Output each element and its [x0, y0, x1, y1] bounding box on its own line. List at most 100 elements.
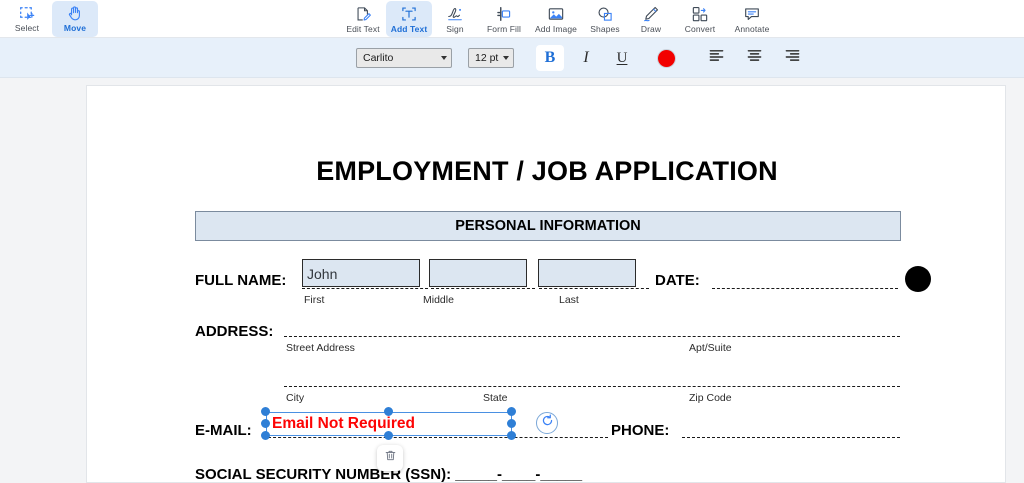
toolbar-left-group: Select Move [0, 0, 98, 37]
tool-select[interactable]: Select [4, 1, 50, 37]
align-right-icon [784, 47, 801, 69]
tool-add-text-label: Add Text [390, 23, 428, 34]
phone-label: PHONE: [611, 422, 670, 439]
bold-button[interactable]: B [536, 45, 564, 71]
section-header-personal-information: PERSONAL INFORMATION [195, 211, 901, 241]
chevron-down-icon [441, 56, 447, 60]
apt-suite-caption: Apt/Suite [689, 342, 732, 354]
page-title: EMPLOYMENT / JOB APPLICATION [316, 156, 778, 186]
resize-handle-middle-right[interactable] [507, 419, 516, 428]
selected-text-object[interactable]: Email Not Required [261, 407, 516, 440]
resize-handle-middle-left[interactable] [261, 419, 270, 428]
tool-form-fill-label: Form Fill [487, 23, 521, 34]
annotate-icon [743, 5, 761, 23]
tool-sign[interactable]: Sign [432, 1, 478, 37]
align-left-icon [708, 47, 725, 69]
first-name-rule [302, 288, 428, 289]
tool-convert[interactable]: Convert [674, 1, 726, 37]
italic-label: I [583, 49, 589, 66]
underline-button[interactable]: U [608, 45, 636, 71]
tool-shapes-label: Shapes [590, 23, 620, 34]
tool-draw[interactable]: Draw [628, 1, 674, 37]
format-toolbar-inner: Carlito 12 pt B I U [356, 38, 806, 78]
tool-select-label: Select [14, 23, 40, 33]
tool-add-image[interactable]: Add Image [530, 1, 582, 37]
first-name-field[interactable]: John [302, 259, 420, 287]
resize-handle-top-left[interactable] [261, 407, 270, 416]
align-center-icon [746, 47, 763, 69]
resize-handle-bottom-right[interactable] [507, 431, 516, 440]
state-caption: State [483, 392, 508, 404]
resize-handle-bottom-center[interactable] [384, 431, 393, 440]
rotate-handle[interactable] [536, 412, 558, 434]
text-color-button[interactable] [652, 45, 680, 71]
color-swatch-icon [657, 49, 675, 67]
first-name-caption: First [304, 294, 325, 306]
date-rule [712, 288, 898, 289]
italic-button[interactable]: I [572, 45, 600, 71]
middle-name-field[interactable] [429, 259, 527, 287]
bold-label: B [544, 49, 556, 66]
tool-add-text[interactable]: Add Text [386, 1, 432, 37]
phone-rule [682, 437, 900, 438]
full-name-label: FULL NAME: [195, 272, 287, 289]
convert-icon [691, 5, 709, 23]
tool-edit-text[interactable]: Edit Text [340, 1, 386, 37]
tool-sign-label: Sign [446, 23, 464, 34]
hand-move-icon [66, 4, 84, 22]
tool-convert-label: Convert [684, 23, 716, 34]
email-label: E-MAIL: [195, 422, 252, 439]
ssn-label: SOCIAL SECURITY NUMBER (SSN): _____-____… [195, 466, 583, 483]
edit-text-icon [354, 5, 372, 23]
last-name-caption: Last [559, 294, 579, 306]
font-size-select[interactable]: 12 pt [468, 48, 514, 68]
form-fill-icon [495, 5, 513, 23]
tool-form-fill[interactable]: Form Fill [478, 1, 530, 37]
pencil-draw-icon [642, 5, 660, 23]
last-name-rule [539, 288, 649, 289]
align-center-button[interactable] [740, 45, 768, 71]
align-right-button[interactable] [778, 45, 806, 71]
zip-code-caption: Zip Code [689, 392, 732, 404]
tool-move[interactable]: Move [52, 0, 98, 37]
tool-move-label: Move [63, 23, 87, 33]
font-family-select[interactable]: Carlito [356, 48, 452, 68]
delete-object-button[interactable] [377, 445, 403, 471]
main-toolbar: Select Move [0, 0, 1024, 38]
selected-text-content[interactable]: Email Not Required [272, 415, 415, 432]
address-label: ADDRESS: [195, 323, 274, 340]
shapes-icon [596, 5, 614, 23]
tool-annotate-label: Annotate [734, 23, 770, 34]
address-rule-1 [284, 336, 900, 337]
format-toolbar: Carlito 12 pt B I U [0, 38, 1024, 78]
select-marquee-icon [18, 4, 36, 22]
signature-icon [446, 5, 464, 23]
trash-icon [384, 449, 397, 467]
resize-handle-top-center[interactable] [384, 407, 393, 416]
add-image-icon [547, 5, 565, 23]
middle-name-caption: Middle [423, 294, 454, 306]
rotate-icon [541, 414, 554, 432]
resize-handle-bottom-left[interactable] [261, 431, 270, 440]
tool-shapes[interactable]: Shapes [582, 1, 628, 37]
add-text-icon [400, 5, 418, 23]
street-address-caption: Street Address [286, 342, 355, 354]
tool-add-image-label: Add Image [534, 23, 577, 34]
email-rule [263, 437, 608, 438]
font-family-value: Carlito [363, 52, 394, 64]
middle-name-rule [431, 288, 535, 289]
section-header-label: PERSONAL INFORMATION [455, 218, 641, 234]
tool-draw-label: Draw [640, 23, 662, 34]
chevron-down-icon [503, 56, 509, 60]
font-size-value: 12 pt [475, 52, 499, 64]
last-name-field[interactable] [538, 259, 636, 287]
address-rule-2 [284, 386, 900, 387]
city-caption: City [286, 392, 305, 404]
tool-annotate[interactable]: Annotate [726, 1, 778, 37]
black-dot-annotation[interactable] [905, 266, 931, 292]
underline-label: U [616, 49, 628, 66]
tool-edit-text-label: Edit Text [346, 23, 380, 34]
resize-handle-top-right[interactable] [507, 407, 516, 416]
align-left-button[interactable] [702, 45, 730, 71]
